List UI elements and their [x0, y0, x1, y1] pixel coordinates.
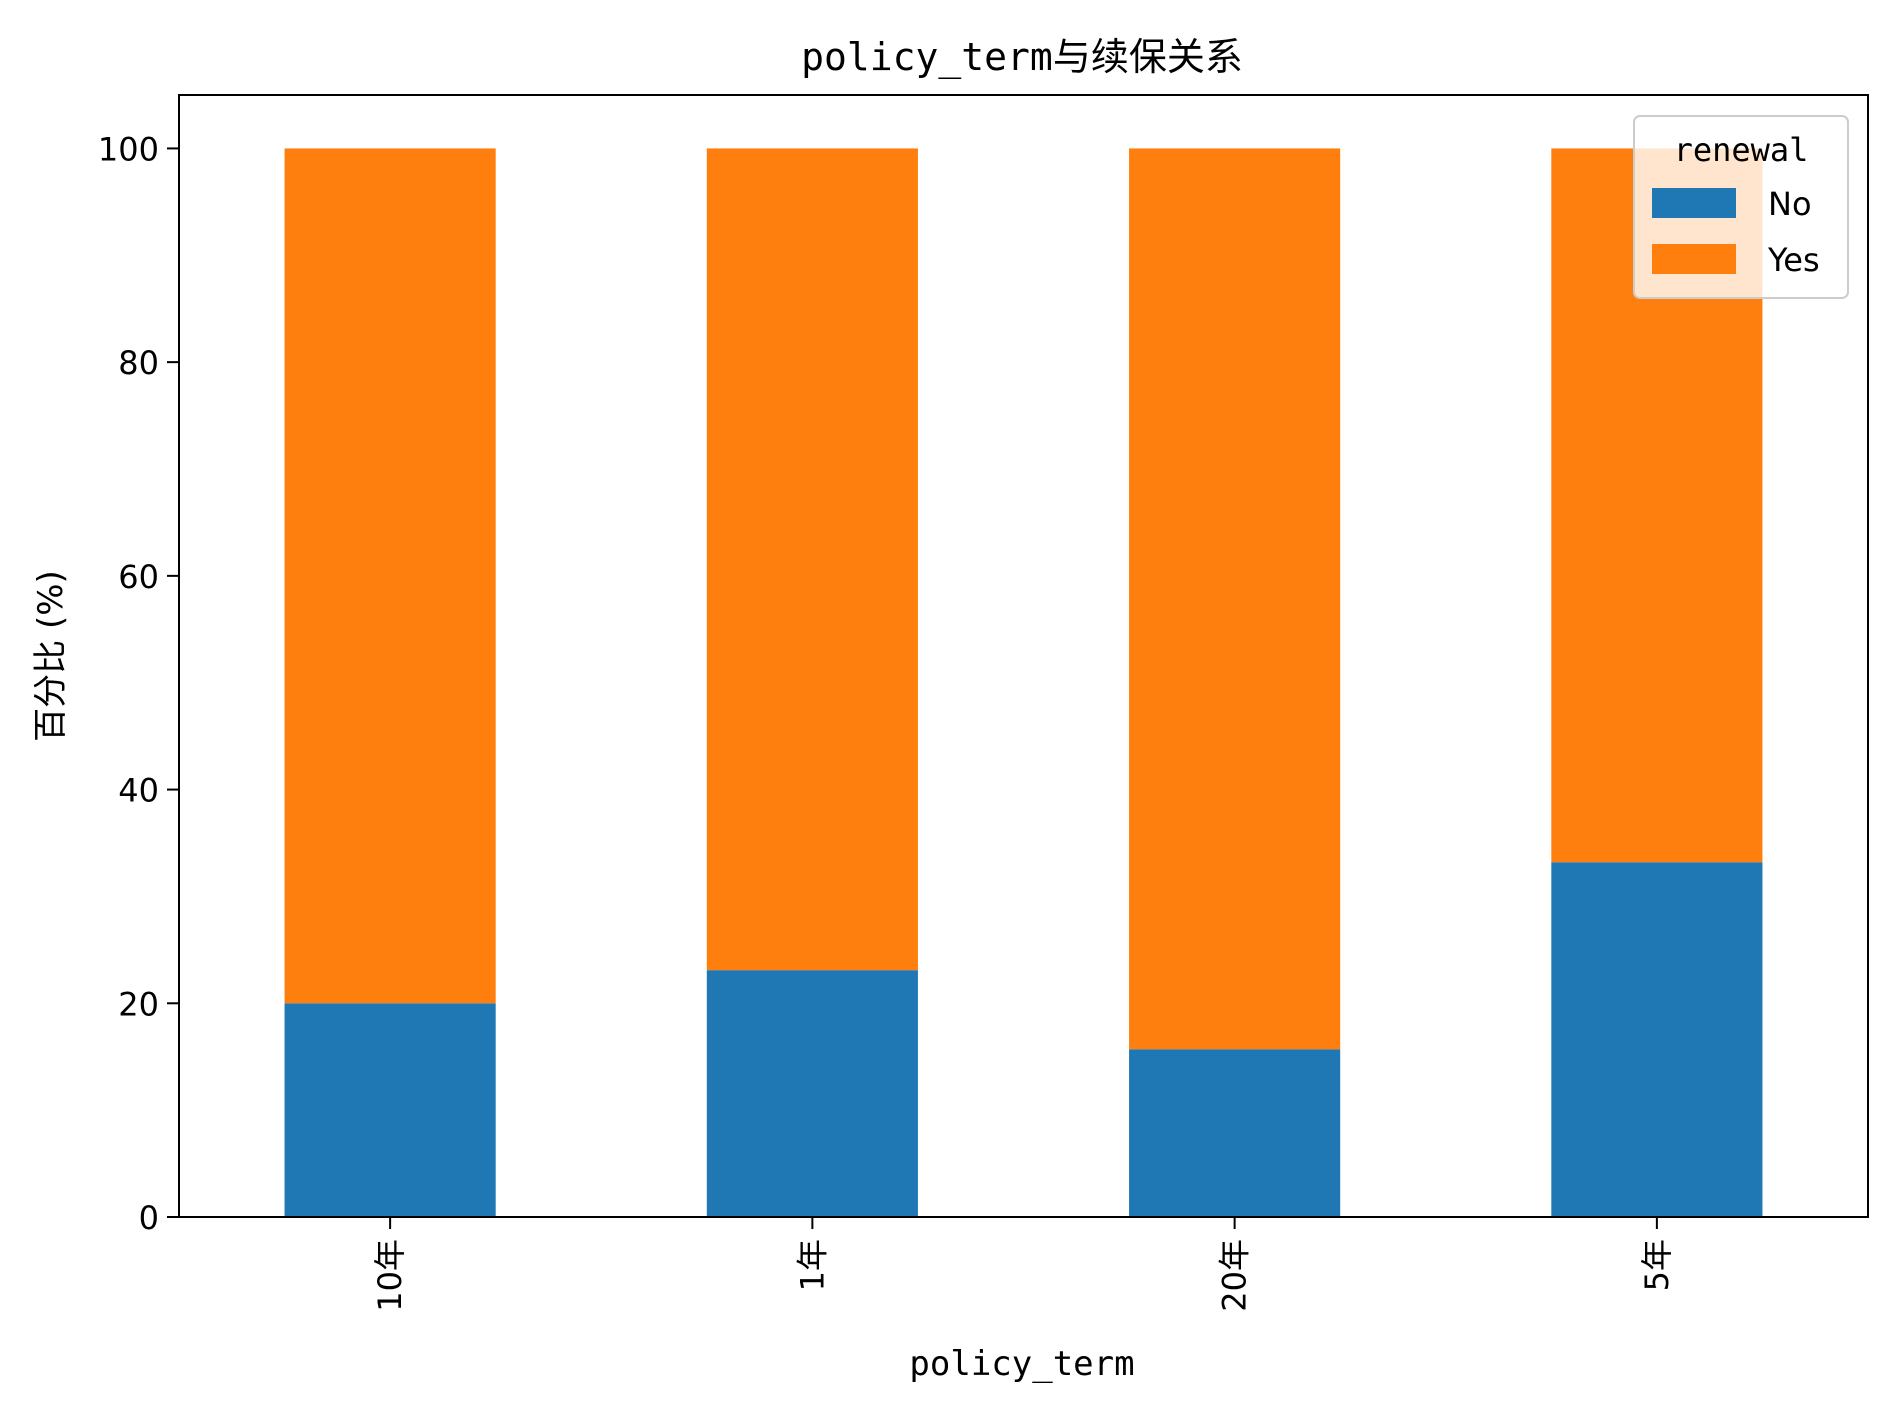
- y-tick-label: 100: [98, 130, 159, 168]
- x-tick-label: 20年: [1216, 1239, 1254, 1312]
- bar-no-1: [284, 1003, 496, 1217]
- x-tick-label: 5年: [1638, 1239, 1676, 1291]
- legend-items: No Yes: [1652, 185, 1820, 279]
- chart-title: policy_term与续保关系: [801, 35, 1243, 80]
- bar-no-3: [1129, 1049, 1341, 1217]
- bar-yes-1: [284, 148, 496, 1004]
- y-tick-label: 40: [118, 772, 159, 810]
- plot-frame: [178, 94, 1869, 1218]
- x-axis-label: policy_term: [909, 1344, 1134, 1384]
- y-tick-label: 0: [139, 1199, 159, 1237]
- x-axis: 10年 1年 20年 5年: [371, 1217, 1676, 1312]
- bars-layer: [284, 148, 1763, 1217]
- y-tick-label: 60: [118, 558, 159, 596]
- y-axis: 0 20 40 60 80 100: [98, 130, 179, 1237]
- y-tick-label: 20: [118, 985, 159, 1023]
- x-tick-label: 10年: [371, 1239, 409, 1312]
- bar-no-4: [1551, 862, 1763, 1217]
- bar-yes-2: [706, 148, 918, 971]
- y-axis-label: 百分比 (%): [31, 570, 71, 742]
- bar-no-2: [706, 970, 918, 1217]
- legend-label-no: No: [1768, 185, 1812, 223]
- legend-swatch-no: [1652, 188, 1736, 218]
- legend-label-yes: Yes: [1767, 241, 1820, 279]
- legend-swatch-yes: [1652, 244, 1736, 274]
- y-tick-label: 80: [118, 344, 159, 382]
- bar-yes-3: [1129, 148, 1341, 1050]
- legend: renewal No Yes: [1633, 115, 1849, 299]
- legend-title: renewal: [1674, 131, 1809, 169]
- x-tick-label: 1年: [793, 1239, 831, 1291]
